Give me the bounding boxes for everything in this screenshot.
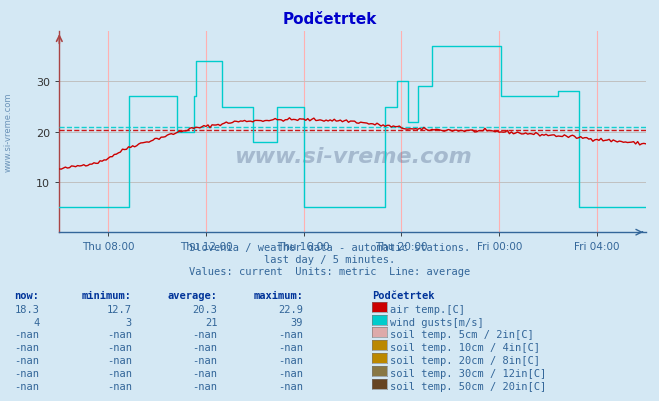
Text: Slovenia / weather data - automatic stations.: Slovenia / weather data - automatic stat… xyxy=(189,243,470,253)
Text: -nan: -nan xyxy=(192,381,217,391)
Text: -nan: -nan xyxy=(107,381,132,391)
Text: -nan: -nan xyxy=(14,342,40,352)
Text: 12.7: 12.7 xyxy=(107,304,132,314)
Text: last day / 5 minutes.: last day / 5 minutes. xyxy=(264,255,395,265)
Text: www.si-vreme.com: www.si-vreme.com xyxy=(4,93,13,172)
Text: now:: now: xyxy=(14,291,40,301)
Text: 20.3: 20.3 xyxy=(192,304,217,314)
Text: maximum:: maximum: xyxy=(253,291,303,301)
Text: soil temp. 10cm / 4in[C]: soil temp. 10cm / 4in[C] xyxy=(390,342,540,352)
Text: -nan: -nan xyxy=(107,342,132,352)
Text: average:: average: xyxy=(167,291,217,301)
Text: Podčetrtek: Podčetrtek xyxy=(372,291,435,301)
Text: 3: 3 xyxy=(126,317,132,327)
Text: -nan: -nan xyxy=(192,342,217,352)
Text: soil temp. 30cm / 12in[C]: soil temp. 30cm / 12in[C] xyxy=(390,368,546,378)
Text: -nan: -nan xyxy=(14,368,40,378)
Text: wind gusts[m/s]: wind gusts[m/s] xyxy=(390,317,484,327)
Text: -nan: -nan xyxy=(278,381,303,391)
Text: air temp.[C]: air temp.[C] xyxy=(390,304,465,314)
Text: 18.3: 18.3 xyxy=(14,304,40,314)
Text: -nan: -nan xyxy=(278,355,303,365)
Text: 4: 4 xyxy=(34,317,40,327)
Text: minimum:: minimum: xyxy=(82,291,132,301)
Text: Podčetrtek: Podčetrtek xyxy=(282,12,377,27)
Text: 22.9: 22.9 xyxy=(278,304,303,314)
Text: -nan: -nan xyxy=(278,330,303,340)
Text: soil temp. 5cm / 2in[C]: soil temp. 5cm / 2in[C] xyxy=(390,330,534,340)
Text: 21: 21 xyxy=(205,317,217,327)
Text: www.si-vreme.com: www.si-vreme.com xyxy=(234,146,471,166)
Text: -nan: -nan xyxy=(192,330,217,340)
Text: -nan: -nan xyxy=(107,355,132,365)
Text: -nan: -nan xyxy=(107,330,132,340)
Text: -nan: -nan xyxy=(107,368,132,378)
Text: -nan: -nan xyxy=(278,342,303,352)
Text: -nan: -nan xyxy=(14,330,40,340)
Text: -nan: -nan xyxy=(278,368,303,378)
Text: -nan: -nan xyxy=(192,368,217,378)
Text: soil temp. 50cm / 20in[C]: soil temp. 50cm / 20in[C] xyxy=(390,381,546,391)
Text: -nan: -nan xyxy=(192,355,217,365)
Text: -nan: -nan xyxy=(14,355,40,365)
Text: soil temp. 20cm / 8in[C]: soil temp. 20cm / 8in[C] xyxy=(390,355,540,365)
Text: -nan: -nan xyxy=(14,381,40,391)
Text: Values: current  Units: metric  Line: average: Values: current Units: metric Line: aver… xyxy=(189,267,470,277)
Text: 39: 39 xyxy=(291,317,303,327)
